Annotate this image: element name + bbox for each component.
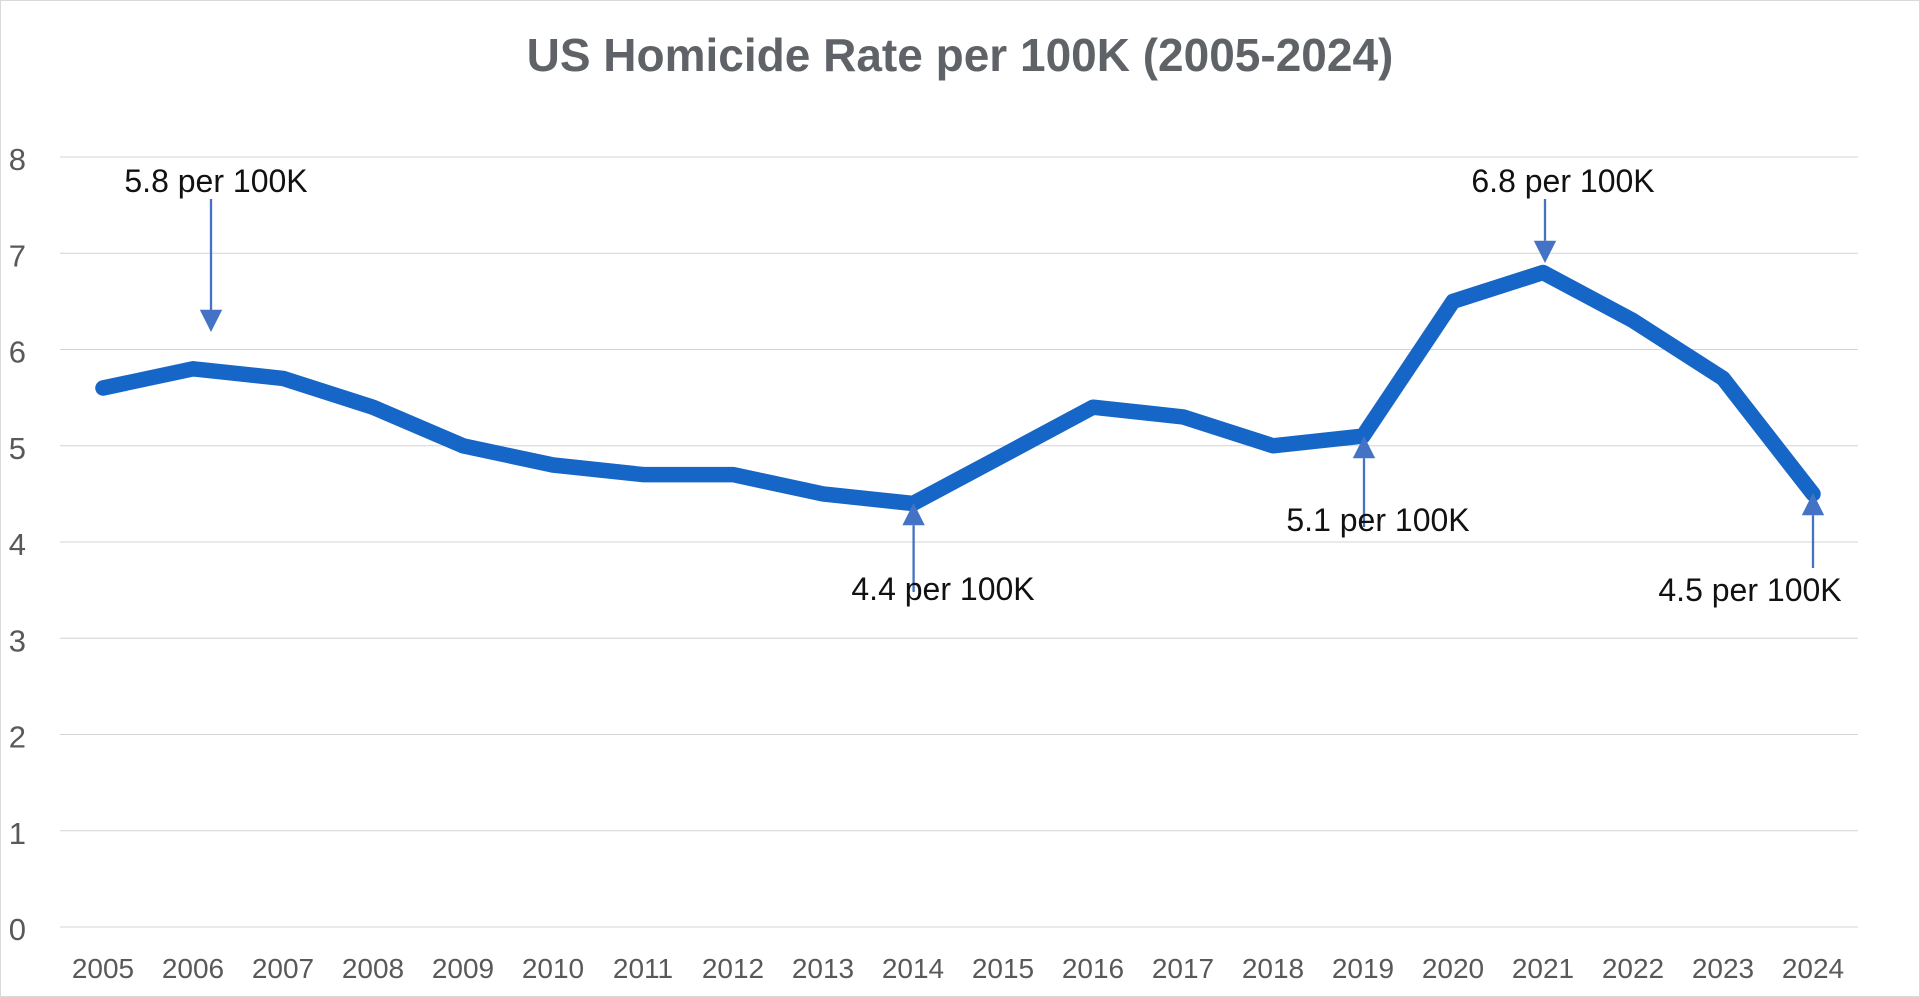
svg-text:2006: 2006 bbox=[162, 953, 224, 984]
svg-text:2016: 2016 bbox=[1062, 953, 1124, 984]
svg-text:5.8 per 100K: 5.8 per 100K bbox=[124, 163, 307, 199]
svg-text:2013: 2013 bbox=[792, 953, 854, 984]
svg-text:8: 8 bbox=[9, 142, 26, 177]
svg-text:3: 3 bbox=[9, 623, 26, 658]
svg-text:2021: 2021 bbox=[1512, 953, 1574, 984]
svg-text:2024: 2024 bbox=[1782, 953, 1844, 984]
svg-text:2020: 2020 bbox=[1422, 953, 1484, 984]
svg-text:2015: 2015 bbox=[972, 953, 1034, 984]
svg-text:2010: 2010 bbox=[522, 953, 584, 984]
svg-text:1: 1 bbox=[9, 816, 26, 851]
svg-text:2008: 2008 bbox=[342, 953, 404, 984]
svg-text:2011: 2011 bbox=[613, 953, 673, 984]
svg-text:2007: 2007 bbox=[252, 953, 314, 984]
svg-text:2017: 2017 bbox=[1152, 953, 1214, 984]
svg-text:5.1 per 100K: 5.1 per 100K bbox=[1286, 502, 1469, 538]
svg-text:2022: 2022 bbox=[1602, 953, 1664, 984]
svg-text:2018: 2018 bbox=[1242, 953, 1304, 984]
svg-text:4.4 per 100K: 4.4 per 100K bbox=[851, 571, 1034, 607]
svg-text:7: 7 bbox=[9, 238, 26, 273]
svg-text:2009: 2009 bbox=[432, 953, 494, 984]
svg-text:6.8 per 100K: 6.8 per 100K bbox=[1471, 163, 1654, 199]
svg-text:2012: 2012 bbox=[702, 953, 764, 984]
svg-text:4: 4 bbox=[9, 527, 26, 562]
svg-text:5: 5 bbox=[9, 431, 26, 466]
svg-text:2019: 2019 bbox=[1332, 953, 1394, 984]
svg-text:4.5 per 100K: 4.5 per 100K bbox=[1658, 572, 1841, 608]
svg-text:6: 6 bbox=[9, 335, 26, 370]
svg-text:2005: 2005 bbox=[72, 953, 134, 984]
svg-text:2014: 2014 bbox=[882, 953, 944, 984]
svg-text:2023: 2023 bbox=[1692, 953, 1754, 984]
svg-text:0: 0 bbox=[9, 912, 26, 947]
svg-text:2: 2 bbox=[9, 720, 26, 755]
